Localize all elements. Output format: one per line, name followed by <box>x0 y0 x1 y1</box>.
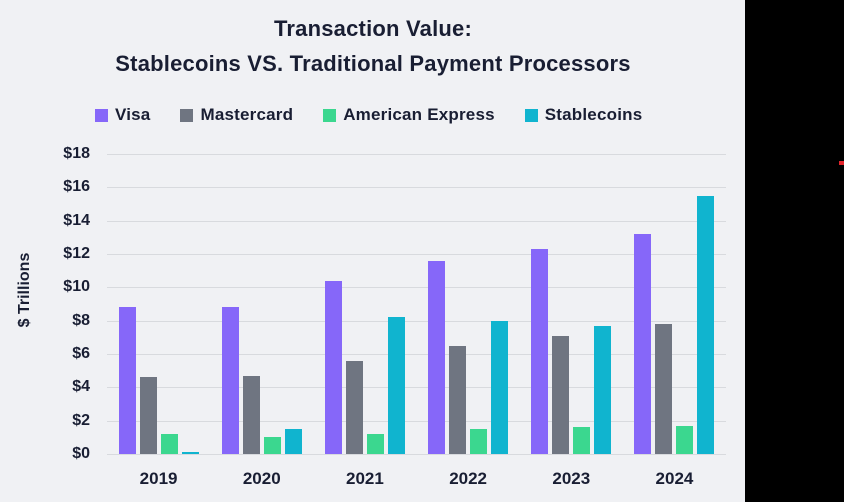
plot-area <box>107 154 726 455</box>
bar-visa-2022 <box>428 260 446 454</box>
legend-swatch-visa-icon <box>95 108 108 122</box>
bar-group-2021 <box>313 154 416 454</box>
gridline-$6 <box>107 354 726 356</box>
chart-title-line-2: Stablecoins VS. Traditional Payment Proc… <box>115 51 631 76</box>
bar-stablecoins-2022 <box>491 320 509 454</box>
bar-american-express-2020 <box>263 437 281 454</box>
chart-title-line-1: Transaction Value: <box>273 16 472 41</box>
legend-swatch-stablecoins-icon <box>524 108 538 122</box>
y-tick-label-$10: $10 <box>63 278 90 296</box>
legend-item-american-express: American Express <box>323 105 495 125</box>
bar-group-2019 <box>107 154 210 454</box>
y-tick-label-$2: $2 <box>72 411 90 429</box>
gridline-$16 <box>107 187 726 189</box>
y-tick-label-$4: $4 <box>72 378 90 396</box>
red-marker <box>839 161 844 165</box>
legend-swatch-american-express-icon <box>323 108 337 122</box>
gridline-$0 <box>107 454 726 455</box>
chart-title: Transaction Value: Stablecoins VS. Tradi… <box>0 16 746 77</box>
gridline-$12 <box>107 254 726 256</box>
gridline-$10 <box>107 287 726 289</box>
bar-visa-2021 <box>324 280 342 454</box>
bar-stablecoins-2024 <box>697 195 715 454</box>
bar-group-2023 <box>520 154 623 454</box>
bar-mastercard-2021 <box>345 360 363 454</box>
legend-item-stablecoins: Stablecoins <box>524 105 643 125</box>
right-black-band <box>745 0 844 502</box>
y-tick-label-$8: $8 <box>72 311 90 329</box>
bar-american-express-2021 <box>366 434 384 454</box>
y-tick-label-$14: $14 <box>63 211 90 229</box>
bar-stablecoins-2023 <box>594 325 612 454</box>
x-tick-label-2020: 2020 <box>242 469 281 488</box>
x-tick-label-2024: 2024 <box>655 469 694 488</box>
bar-american-express-2019 <box>160 434 178 454</box>
bar-stablecoins-2020 <box>284 429 302 454</box>
bar-visa-2024 <box>634 234 652 454</box>
bar-group-2022 <box>417 154 520 454</box>
bar-mastercard-2023 <box>552 335 570 454</box>
legend-label-mastercard: Mastercard <box>200 105 294 124</box>
x-tick-label-2021: 2021 <box>346 469 384 488</box>
bar-american-express-2022 <box>470 429 488 454</box>
bar-visa-2019 <box>118 307 136 454</box>
bar-stablecoins-2021 <box>387 317 405 454</box>
bar-group-2024 <box>623 154 726 454</box>
bar-american-express-2024 <box>676 425 694 454</box>
x-tick-label-2019: 2019 <box>139 469 178 488</box>
gridline-$2 <box>107 420 726 422</box>
x-axis-labels: 2019 2020 2021 2022 2023 2024 <box>107 469 726 489</box>
legend-item-visa: Visa <box>95 105 150 125</box>
x-tick-label-2022: 2022 <box>449 469 488 488</box>
gridline-$4 <box>107 387 726 389</box>
bar-groups <box>107 154 726 454</box>
bar-mastercard-2024 <box>655 324 673 454</box>
legend-item-mastercard: Mastercard <box>180 105 293 125</box>
bar-mastercard-2020 <box>242 375 260 454</box>
y-tick-label-$12: $12 <box>63 245 90 262</box>
legend-label-american-express: American Express <box>343 105 495 124</box>
legend-swatch-mastercard-icon <box>180 108 194 122</box>
legend-label-stablecoins: Stablecoins <box>544 105 643 124</box>
bar-stablecoins-2019 <box>181 452 199 454</box>
chart-legend: Visa Mastercard American Express Stablec… <box>95 105 642 125</box>
legend-label-visa: Visa <box>115 105 151 124</box>
y-tick-label-$0: $0 <box>72 445 90 462</box>
x-tick-label-2023: 2023 <box>552 469 591 488</box>
bar-mastercard-2022 <box>449 345 467 454</box>
gridline-$18 <box>107 154 726 155</box>
bar-american-express-2023 <box>573 427 591 454</box>
y-tick-label-$6: $6 <box>72 345 90 362</box>
y-tick-label-$18: $18 <box>63 145 90 162</box>
gridline-$8 <box>107 320 726 322</box>
bar-mastercard-2019 <box>139 377 157 454</box>
y-tick-label-$16: $16 <box>63 178 90 196</box>
bar-visa-2023 <box>531 249 549 454</box>
bar-group-2020 <box>210 154 313 454</box>
bar-visa-2020 <box>221 307 239 454</box>
y-axis-ticks: $0 $2 $4 $6 $8 $10 $12 $14 $16 $18 <box>0 146 90 462</box>
gridline-$14 <box>107 220 726 222</box>
